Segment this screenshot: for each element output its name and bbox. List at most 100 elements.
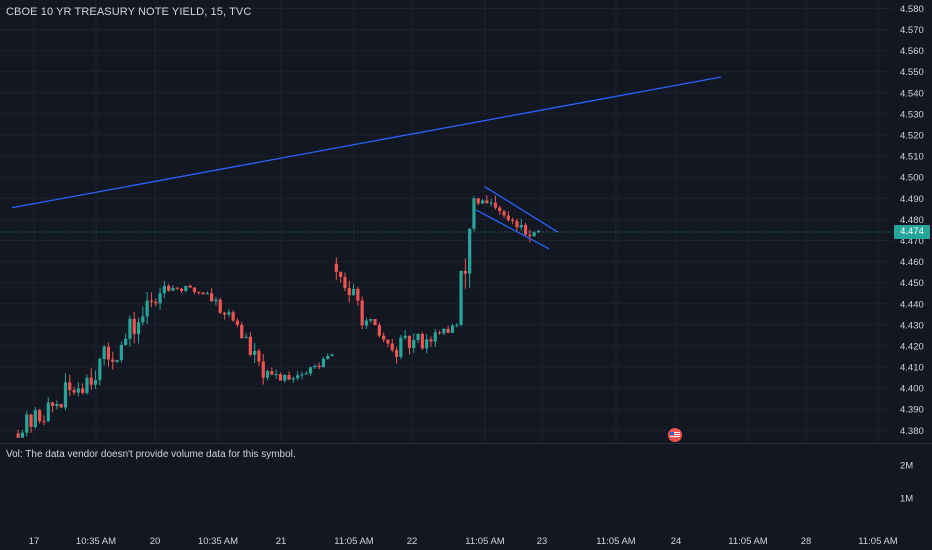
candle-body (115, 360, 119, 362)
y-tick-label: 4.410 (900, 363, 924, 374)
x-tick-label: 10:35 AM (76, 536, 116, 547)
candle-body (528, 234, 532, 237)
volume-note: Vol: The data vendor doesn't provide vol… (6, 449, 296, 460)
candle-body (42, 421, 46, 423)
trendline[interactable] (11, 76, 722, 209)
candle-body (351, 288, 356, 296)
candle-body (25, 414, 29, 433)
grid-lines (0, 0, 892, 443)
candle-body (455, 324, 459, 326)
candle-body (253, 350, 257, 355)
x-tick-label: 24 (671, 536, 682, 547)
candle-body (222, 312, 227, 315)
candle-body (270, 371, 274, 375)
candle-body (192, 287, 197, 292)
x-tick-label: 10:35 AM (198, 536, 238, 547)
y-tick-label: 4.510 (900, 152, 924, 163)
y-tick-label: 4.570 (900, 25, 924, 36)
candle-body (227, 312, 231, 315)
candle-body (506, 215, 510, 220)
candle-body (300, 374, 304, 376)
candle-body (463, 270, 467, 274)
candle-body (240, 324, 244, 339)
y-tick-label: 4.450 (900, 278, 924, 289)
candle-body (50, 402, 55, 407)
candle-body (339, 271, 343, 278)
candle-body (89, 377, 93, 385)
candle-body (85, 377, 89, 393)
candle-body (124, 338, 128, 345)
candle-body (373, 319, 377, 326)
candle-body (106, 346, 111, 360)
candle-body (184, 285, 188, 291)
candle-body (523, 224, 528, 235)
candle-body (175, 287, 179, 289)
trendlines[interactable] (11, 76, 722, 250)
x-tick-label: 11:05 AM (334, 536, 374, 547)
candle-body (145, 300, 149, 317)
candle-body (257, 350, 261, 362)
candle-body (81, 388, 85, 393)
candle-body (214, 299, 218, 302)
x-tick-label: 20 (150, 536, 161, 547)
candle-body (390, 343, 394, 351)
y-tick-label: 4.400 (900, 384, 924, 395)
y-tick-label: 4.520 (900, 131, 924, 142)
candle-body (308, 367, 313, 374)
axes: 4.580 4.570 4.560 4.550 4.540 4.530 4.520 4.510… (0, 4, 932, 547)
candle-body (98, 358, 102, 381)
y-tick-label: 4.530 (900, 109, 924, 120)
candle-body (132, 318, 136, 335)
candle-body (446, 328, 450, 333)
volume-tick-label: 2M (900, 461, 913, 472)
candle-body (493, 202, 498, 208)
candle-body (68, 382, 72, 391)
last-price-badge: 4.474 (894, 225, 930, 240)
y-tick-label: 4.490 (900, 194, 924, 205)
candle-body (425, 339, 429, 349)
candle-body (519, 224, 523, 228)
candle-body (480, 200, 485, 204)
candle-body (515, 221, 519, 228)
trendline[interactable] (475, 209, 550, 250)
us-flag-icon[interactable] (668, 428, 682, 442)
candle-body (304, 373, 308, 375)
candle-body (171, 287, 175, 291)
candle-body (205, 293, 209, 295)
candle-body (261, 361, 265, 378)
candle-body (46, 402, 50, 422)
candle-body (210, 293, 214, 302)
candle-body (502, 211, 506, 216)
candle-body (128, 318, 132, 339)
y-tick-label: 4.480 (900, 215, 924, 226)
y-tick-label: 4.390 (900, 405, 924, 416)
x-tick-label: 21 (276, 536, 287, 547)
candle-body (16, 433, 20, 438)
x-tick-label: 17 (29, 536, 40, 547)
candle-body (235, 320, 240, 325)
y-tick-label: 4.500 (900, 173, 924, 184)
candle-body (218, 299, 222, 313)
candle-body (437, 332, 442, 334)
trendline[interactable] (484, 186, 559, 233)
candle-body (489, 202, 493, 204)
y-tick-label: 4.540 (900, 88, 924, 99)
candle-body (111, 359, 115, 362)
candle-body (326, 356, 330, 359)
candle-body (119, 344, 123, 361)
y-tick-label: 4.560 (900, 46, 924, 57)
candle-body (154, 301, 158, 304)
candle-body (265, 371, 270, 378)
chart-title: CBOE 10 YR TREASURY NOTE YIELD, 15, TVC (6, 6, 252, 18)
x-tick-label: 28 (801, 536, 812, 547)
candle-body (29, 414, 33, 427)
candle-body (386, 339, 390, 344)
candle-body (356, 288, 360, 301)
y-tick-label: 4.580 (900, 4, 924, 15)
candle-body (450, 325, 455, 333)
candle-body (343, 277, 347, 289)
candle-body (63, 382, 68, 408)
candle-body (364, 320, 369, 326)
candle-body (287, 374, 291, 380)
